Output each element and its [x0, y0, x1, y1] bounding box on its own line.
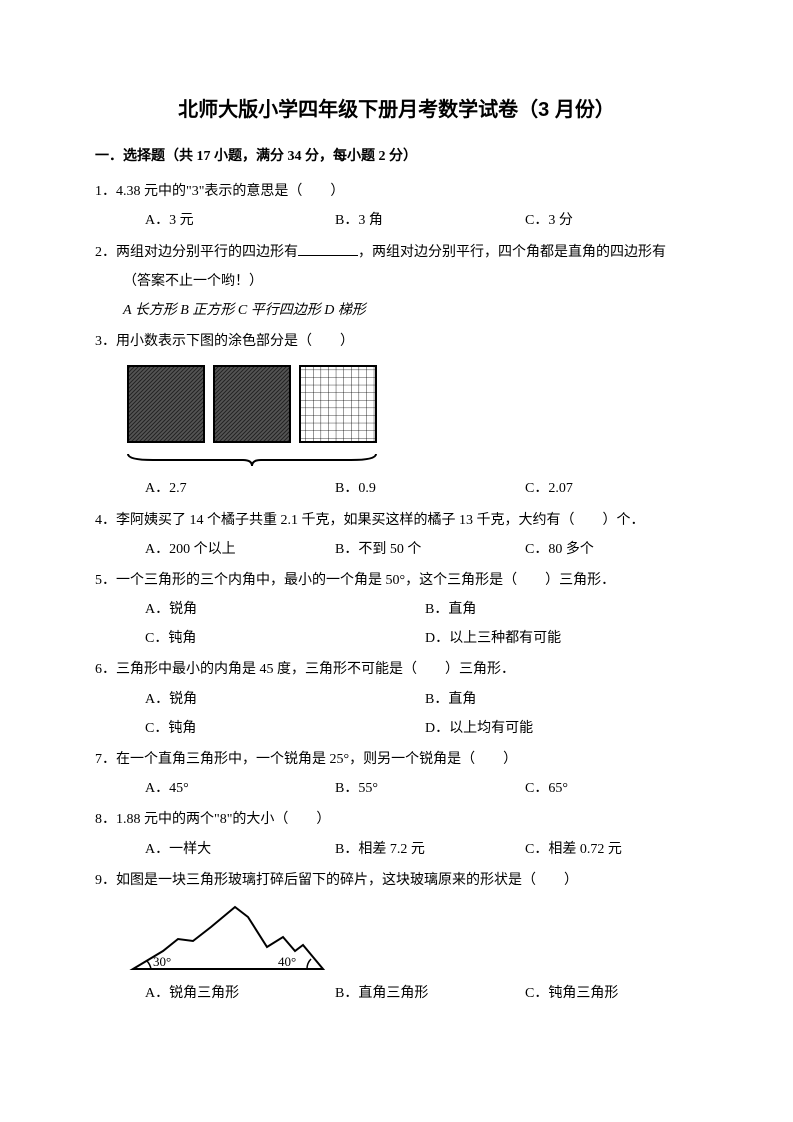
q8-opt-c: C．相差 0.72 元 — [525, 837, 698, 862]
angle-30: 30° — [153, 954, 171, 969]
triangle-svg: 30° 40° — [123, 899, 353, 977]
q4-opt-a: A．200 个以上 — [145, 537, 335, 562]
q3-options: A．2.7 B．0.9 C．2.07 — [95, 476, 698, 501]
q5-opt-b: B．直角 — [425, 597, 698, 622]
q8-opt-a: A．一样大 — [145, 837, 335, 862]
q5-opt-c: C．钝角 — [145, 626, 425, 651]
q4-options: A．200 个以上 B．不到 50 个 C．80 多个 — [95, 537, 698, 562]
q6-opt-d: D．以上均有可能 — [425, 716, 698, 741]
q8-options: A．一样大 B．相差 7.2 元 C．相差 0.72 元 — [95, 837, 698, 862]
q7-options: A．45° B．55° C．65° — [95, 776, 698, 801]
q7-opt-a: A．45° — [145, 776, 335, 801]
q2-text3: （答案不止一个哟！） — [95, 269, 698, 294]
question-4: 4．李阿姨买了 14 个橘子共重 2.1 千克，如果买这样的橘子 13 千克，大… — [95, 508, 698, 562]
q6-opt-b: B．直角 — [425, 687, 698, 712]
q7-text: 7．在一个直角三角形中，一个锐角是 25°，则另一个锐角是（ ） — [95, 747, 698, 772]
question-1: 1．4.38 元中的"3"表示的意思是（ ） A．3 元 B．3 角 C．3 分 — [95, 179, 698, 233]
question-8: 8．1.88 元中的两个"8"的大小（ ） A．一样大 B．相差 7.2 元 C… — [95, 807, 698, 861]
q4-text: 4．李阿姨买了 14 个橘子共重 2.1 千克，如果买这样的橘子 13 千克，大… — [95, 508, 698, 533]
q2-opts: A 长方形 B 正方形 C 平行四边形 D 梯形 — [95, 298, 698, 323]
section-header: 一．选择题（共 17 小题，满分 34 分，每小题 2 分） — [95, 144, 698, 169]
q1-opt-a: A．3 元 — [145, 208, 335, 233]
q1-text: 1．4.38 元中的"3"表示的意思是（ ） — [95, 179, 698, 204]
q7-opt-c: C．65° — [525, 776, 698, 801]
blank-1 — [298, 242, 358, 256]
q4-opt-c: C．80 多个 — [525, 537, 698, 562]
q9-text: 9．如图是一块三角形玻璃打碎后留下的碎片，这块玻璃原来的形状是（ ） — [95, 868, 698, 893]
q5-opt-d: D．以上三种都有可能 — [425, 626, 698, 651]
q5-text: 5．一个三角形的三个内角中，最小的一个角是 50°，这个三角形是（ ）三角形． — [95, 568, 698, 593]
q6-opt-c: C．钝角 — [145, 716, 425, 741]
q2-text2: ，两组对边分别平行，四个角都是直角的四边形有 — [358, 245, 666, 260]
q6-options-row1: A．锐角 B．直角 — [95, 687, 698, 712]
q6-text: 6．三角形中最小的内角是 45 度，三角形不可能是（ ）三角形． — [95, 657, 698, 682]
q5-options-row2: C．钝角 D．以上三种都有可能 — [95, 626, 698, 651]
q9-opt-b: B．直角三角形 — [335, 981, 525, 1006]
question-6: 6．三角形中最小的内角是 45 度，三角形不可能是（ ）三角形． A．锐角 B．… — [95, 657, 698, 741]
question-3: 3．用小数表示下图的涂色部分是（ ） A．2.7 B．0.9 C — [95, 329, 698, 501]
q7-opt-b: B．55° — [335, 776, 525, 801]
q3-opt-b: B．0.9 — [335, 476, 525, 501]
q8-opt-b: B．相差 7.2 元 — [335, 837, 525, 862]
question-7: 7．在一个直角三角形中，一个锐角是 25°，则另一个锐角是（ ） A．45° B… — [95, 747, 698, 801]
q9-opt-c: C．钝角三角形 — [525, 981, 698, 1006]
question-9: 9．如图是一块三角形玻璃打碎后留下的碎片，这块玻璃原来的形状是（ ） 30° 4… — [95, 868, 698, 1006]
q1-opt-b: B．3 角 — [335, 208, 525, 233]
question-2: 2．两组对边分别平行的四边形有 ，两组对边分别平行，四个角都是直角的四边形有 （答… — [95, 240, 698, 324]
angle-40: 40° — [278, 954, 296, 969]
q1-opt-c: C．3 分 — [525, 208, 698, 233]
page-title: 北师大版小学四年级下册月考数学试卷（3 月份） — [95, 92, 698, 128]
q4-opt-b: B．不到 50 个 — [335, 537, 525, 562]
squares-svg — [123, 362, 403, 472]
q2-text: 2．两组对边分别平行的四边形有 ，两组对边分别平行，四个角都是直角的四边形有 — [95, 240, 698, 265]
q6-opt-a: A．锐角 — [145, 687, 425, 712]
q3-opt-a: A．2.7 — [145, 476, 335, 501]
q6-options-row2: C．钝角 D．以上均有可能 — [95, 716, 698, 741]
q5-options-row1: A．锐角 B．直角 — [95, 597, 698, 622]
question-5: 5．一个三角形的三个内角中，最小的一个角是 50°，这个三角形是（ ）三角形． … — [95, 568, 698, 652]
q9-options: A．锐角三角形 B．直角三角形 C．钝角三角形 — [95, 981, 698, 1006]
q3-opt-c: C．2.07 — [525, 476, 698, 501]
q9-opt-a: A．锐角三角形 — [145, 981, 335, 1006]
q9-figure: 30° 40° — [95, 899, 698, 977]
q3-text: 3．用小数表示下图的涂色部分是（ ） — [95, 329, 698, 354]
q1-options: A．3 元 B．3 角 C．3 分 — [95, 208, 698, 233]
q8-text: 8．1.88 元中的两个"8"的大小（ ） — [95, 807, 698, 832]
q3-figure — [95, 362, 698, 472]
q2-text1: 2．两组对边分别平行的四边形有 — [95, 245, 298, 260]
q5-opt-a: A．锐角 — [145, 597, 425, 622]
